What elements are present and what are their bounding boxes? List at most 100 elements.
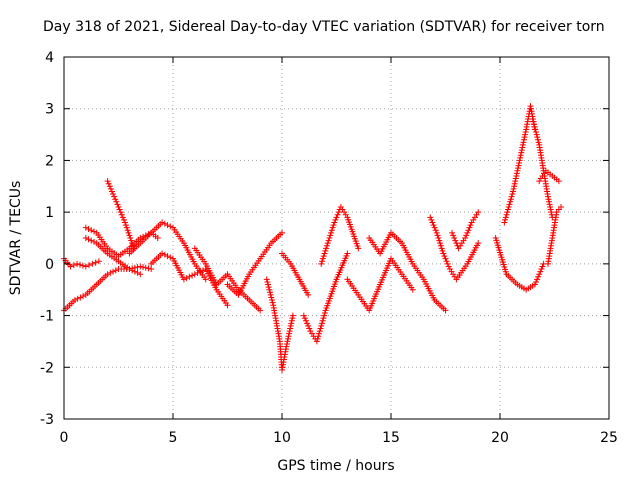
data-point — [305, 291, 312, 298]
data-point — [140, 264, 147, 271]
data-point — [436, 237, 443, 244]
y-tick-label: -2 — [40, 360, 54, 376]
data-point — [257, 307, 264, 314]
data-point — [533, 131, 540, 138]
data-point — [445, 263, 452, 270]
data-point — [159, 250, 166, 257]
data-point — [321, 309, 328, 316]
data-point — [137, 263, 144, 270]
data-point — [532, 126, 539, 133]
data-point — [319, 317, 326, 324]
data-point — [88, 227, 95, 234]
data-point — [268, 294, 275, 301]
data-point — [519, 144, 526, 151]
series-track — [126, 219, 209, 283]
data-point — [409, 286, 416, 293]
data-point — [507, 196, 514, 203]
data-point — [191, 271, 198, 278]
data-point — [514, 167, 521, 174]
data-point — [110, 268, 117, 275]
data-point — [331, 219, 338, 226]
data-point — [117, 209, 124, 216]
data-point — [512, 178, 519, 185]
data-point — [265, 281, 272, 288]
y-tick-label: 3 — [45, 102, 54, 118]
data-point — [444, 260, 451, 267]
data-point — [518, 149, 525, 156]
data-point — [129, 240, 136, 247]
data-point — [501, 219, 508, 226]
data-point — [546, 201, 553, 208]
data-point — [517, 154, 524, 161]
data-point — [443, 258, 450, 265]
x-tick-label: 0 — [60, 430, 69, 446]
data-point — [515, 162, 522, 169]
data-point — [328, 227, 335, 234]
data-point — [547, 203, 554, 210]
data-point — [107, 185, 114, 192]
data-point — [442, 255, 449, 262]
data-point — [74, 295, 81, 302]
series-track — [82, 224, 161, 260]
y-tick-label: -1 — [40, 309, 54, 325]
data-point — [154, 235, 161, 241]
data-point — [189, 272, 196, 279]
data-point — [89, 260, 96, 267]
data-point — [511, 180, 518, 187]
data-point — [535, 273, 542, 280]
data-point — [327, 232, 334, 239]
data-point — [164, 253, 171, 260]
data-point — [430, 222, 437, 229]
data-point — [82, 235, 89, 241]
data-point — [71, 297, 78, 304]
data-point — [538, 266, 545, 273]
data-point — [263, 276, 270, 283]
data-point — [74, 260, 81, 267]
data-point — [286, 328, 293, 335]
series-track — [544, 203, 565, 267]
data-point — [329, 224, 336, 231]
data-point — [437, 240, 444, 247]
data-point — [544, 193, 551, 200]
data-point — [264, 278, 271, 285]
series-track — [82, 235, 144, 278]
series-track — [263, 276, 296, 373]
data-point — [433, 229, 440, 236]
y-tick-label: 2 — [45, 153, 54, 169]
data-point — [318, 260, 325, 267]
data-point — [114, 201, 121, 208]
data-point — [537, 268, 544, 275]
data-point — [137, 271, 144, 278]
data-point — [197, 268, 204, 275]
y-tick-label: 1 — [45, 205, 54, 221]
data-point — [318, 320, 325, 327]
data-point — [318, 322, 325, 329]
data-point — [516, 157, 523, 164]
data-point — [449, 229, 456, 236]
data-point — [431, 224, 438, 231]
data-point — [106, 183, 113, 190]
data-point — [129, 267, 136, 274]
data-point — [522, 128, 529, 135]
data-point — [90, 228, 97, 235]
series-track — [344, 255, 416, 314]
data-point — [319, 255, 326, 262]
data-point — [287, 322, 294, 329]
data-point — [80, 293, 87, 300]
data-point — [202, 276, 209, 283]
data-point — [532, 278, 539, 285]
data-point — [510, 185, 517, 192]
data-point — [82, 263, 89, 270]
data-point — [321, 312, 328, 319]
data-point — [323, 242, 330, 249]
data-point — [112, 267, 119, 274]
data-point — [508, 193, 515, 200]
data-point — [427, 214, 434, 221]
data-point — [344, 250, 351, 257]
data-point — [439, 247, 446, 254]
data-point — [503, 211, 510, 218]
data-point — [104, 178, 111, 185]
data-point — [164, 222, 171, 229]
data-point — [434, 232, 441, 239]
data-point — [90, 238, 97, 245]
